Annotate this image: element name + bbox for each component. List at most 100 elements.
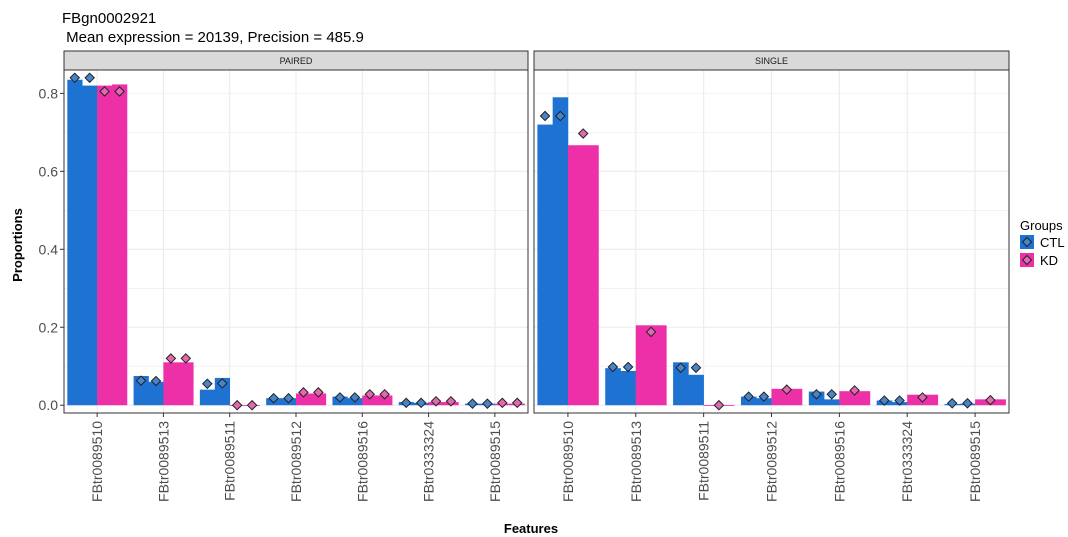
bar-kd — [377, 395, 393, 406]
bar-ctl — [688, 374, 704, 406]
bar-ctl — [148, 381, 164, 406]
y-tick-label: 0.0 — [39, 397, 59, 413]
point-kd — [165, 353, 177, 364]
bar-kd — [296, 393, 312, 406]
point-kd — [781, 384, 793, 395]
x-axis-label: Features — [504, 521, 558, 536]
point-kd — [379, 388, 390, 400]
point-ctl — [690, 362, 702, 374]
bar-ctl — [537, 124, 553, 406]
point-kd — [917, 392, 928, 403]
point-ctl — [84, 72, 95, 84]
bar-ctl — [133, 375, 149, 406]
bar-kd — [97, 85, 113, 406]
facet-strip-label: SINGLE — [755, 56, 788, 66]
point-ctl — [554, 110, 566, 122]
bar-kd — [839, 391, 871, 406]
y-tick-label: 0.6 — [39, 163, 59, 179]
x-tick-label: FBtr0089510 — [89, 421, 105, 502]
point-kd — [497, 397, 508, 409]
facet-strip-label: PAIRED — [280, 56, 313, 66]
point-kd — [298, 387, 309, 398]
panel-single: SINGLE FBtr0089510 FBtr0089513 FBtr0089511 F… — [533, 50, 1010, 502]
point-ctl — [334, 392, 346, 403]
panel-paired: PAIRED FBtr0089510 FBtr0089513 FBtr0089511 F… — [63, 50, 529, 502]
point-ctl — [607, 361, 619, 373]
point-ctl — [962, 397, 973, 409]
legend-label-ctl: CTL — [1040, 235, 1065, 250]
x-tick-label: FBtr0089513 — [155, 421, 171, 502]
y-tick-label: 0.2 — [39, 319, 59, 335]
point-ctl — [758, 391, 770, 402]
x-tick-label: FBtr0089516 — [354, 421, 370, 502]
point-kd — [445, 395, 457, 407]
legend-entry-kd: KD — [1020, 253, 1058, 268]
point-ctl — [415, 397, 427, 409]
point-ctl — [69, 72, 81, 84]
point-ctl — [283, 392, 294, 404]
y-tick-label: 0.8 — [39, 85, 59, 101]
point-kd — [430, 395, 442, 407]
legend-title: Groups — [1020, 218, 1063, 233]
point-ctl — [150, 375, 162, 387]
point-kd — [577, 128, 589, 139]
legend-label-kd: KD — [1040, 253, 1058, 268]
x-tick-label: FBtr0333324 — [421, 421, 437, 502]
legend-diamond-ctl — [1021, 236, 1033, 248]
x-tick-label: FBtr0089511 — [696, 421, 712, 501]
x-tick-label: FBtr0089515 — [487, 421, 503, 502]
bar-ctl — [605, 368, 621, 406]
bar-ctl — [67, 79, 83, 406]
x-tick-label: FBtr0333324 — [899, 421, 915, 502]
x-tick-label: FBtr0089512 — [288, 421, 304, 502]
bar-kd — [771, 388, 803, 406]
point-kd — [231, 399, 243, 411]
legend-entry-ctl: CTL — [1020, 235, 1065, 250]
x-tick-label: FBtr0089512 — [764, 421, 780, 502]
point-kd — [364, 388, 376, 400]
bar-ctl — [82, 85, 98, 406]
bar-kd — [635, 325, 667, 406]
point-ctl — [894, 395, 905, 406]
point-ctl — [135, 375, 147, 386]
point-kd — [713, 399, 725, 411]
y-tick-labels: 0.0 0.2 0.4 0.6 0.8 — [39, 85, 64, 413]
point-kd — [849, 385, 860, 396]
legend: Groups CTL KD — [1020, 218, 1065, 268]
y-axis-label: Proportions — [10, 208, 25, 282]
chart-title: FBgn0002921 — [62, 10, 156, 27]
bar-kd — [362, 395, 378, 406]
bar-kd — [310, 393, 327, 406]
x-tick-label: FBtr0089515 — [967, 421, 983, 502]
point-ctl — [216, 378, 228, 389]
point-ctl — [482, 398, 493, 409]
point-ctl — [467, 398, 478, 409]
point-kd — [645, 326, 657, 338]
point-ctl — [826, 388, 838, 400]
bar-ctl — [824, 399, 840, 406]
point-kd — [246, 399, 258, 411]
point-ctl — [743, 391, 754, 402]
legend-diamond-kd — [1021, 254, 1033, 266]
bar-kd — [112, 84, 128, 406]
point-ctl — [268, 392, 279, 404]
bar-ctl — [620, 370, 637, 406]
point-kd — [180, 353, 192, 364]
bar-ctl — [199, 389, 216, 406]
point-kd — [313, 387, 324, 398]
x-tick-label: FBtr0089510 — [560, 421, 576, 502]
bar-kd — [178, 362, 194, 406]
point-ctl — [946, 397, 958, 409]
point-ctl — [811, 388, 822, 400]
bar-ctl — [552, 97, 569, 406]
point-ctl — [400, 397, 412, 409]
x-tick-label: FBtr0089513 — [628, 421, 644, 502]
point-kd — [99, 86, 110, 97]
bar-kd — [163, 362, 179, 406]
point-ctl — [675, 362, 687, 374]
x-tick-label: FBtr0089516 — [831, 421, 847, 502]
point-kd — [985, 394, 996, 406]
point-kd — [114, 86, 125, 97]
bar-kd — [567, 145, 599, 406]
